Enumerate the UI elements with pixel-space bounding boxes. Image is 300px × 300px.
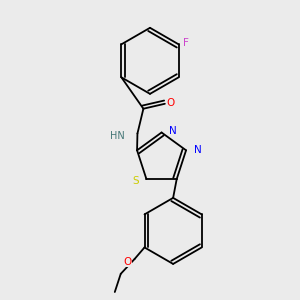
Text: N: N: [194, 145, 202, 155]
Text: F: F: [183, 38, 189, 48]
Text: HN: HN: [110, 131, 125, 141]
Text: O: O: [123, 256, 131, 267]
Text: S: S: [133, 176, 139, 186]
Text: O: O: [167, 98, 175, 108]
Text: N: N: [169, 126, 177, 136]
